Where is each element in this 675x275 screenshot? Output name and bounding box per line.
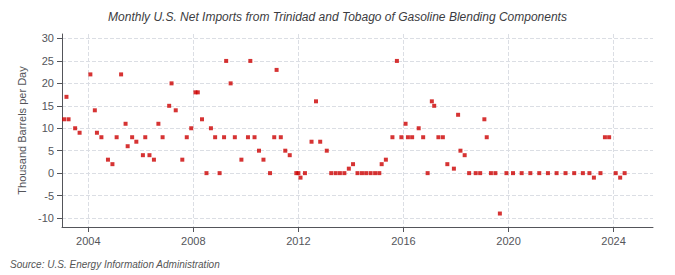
svg-text:25: 25 [42, 55, 54, 67]
svg-text:2016: 2016 [391, 235, 415, 247]
svg-text:Thousand Barrels per Day: Thousand Barrels per Day [16, 66, 28, 195]
svg-text:5: 5 [48, 145, 54, 157]
svg-text:10: 10 [42, 122, 54, 134]
svg-text:2008: 2008 [181, 235, 205, 247]
svg-text:Monthly U.S. Net Imports from: Monthly U.S. Net Imports from Trinidad a… [108, 10, 567, 24]
svg-text:-10: -10 [38, 212, 54, 224]
svg-text:-5: -5 [44, 190, 54, 202]
svg-text:0: 0 [48, 167, 54, 179]
svg-text:2020: 2020 [496, 235, 520, 247]
svg-text:15: 15 [42, 100, 54, 112]
svg-text:20: 20 [42, 77, 54, 89]
svg-text:2004: 2004 [76, 235, 100, 247]
svg-text:Source: U.S. Energy Informatio: Source: U.S. Energy Information Administ… [10, 259, 220, 270]
svg-text:2012: 2012 [286, 235, 310, 247]
svg-text:2024: 2024 [601, 235, 625, 247]
svg-text:30: 30 [42, 32, 54, 44]
